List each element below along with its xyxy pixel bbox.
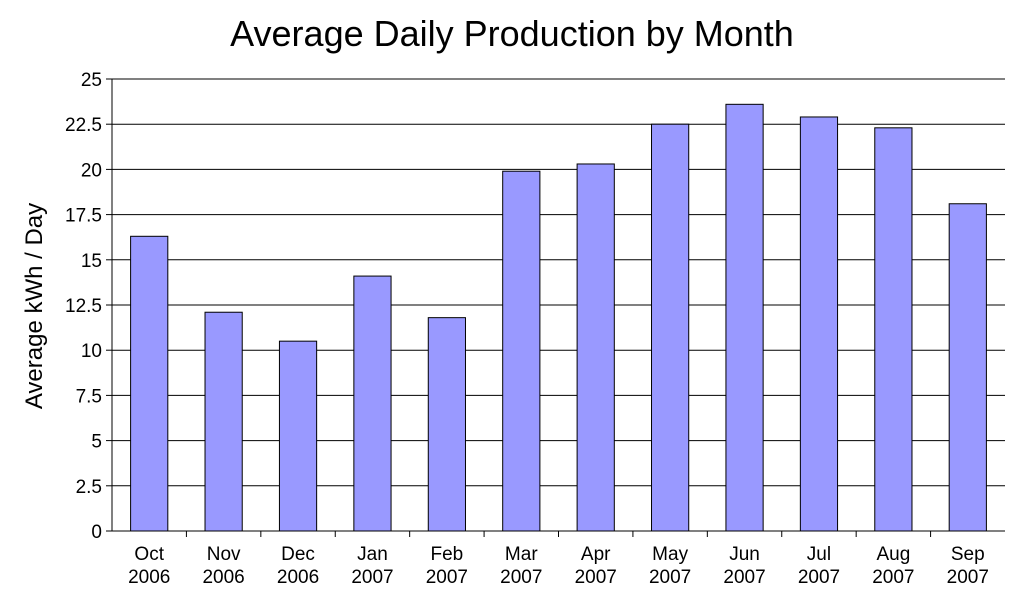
x-tick-label: 2007	[723, 567, 765, 588]
bar	[948, 203, 987, 532]
x-tick-label: 2007	[798, 567, 840, 588]
x-tick-label: 2007	[426, 567, 468, 588]
y-tick-label: 2.5	[76, 477, 102, 498]
x-tick-label: Jul	[807, 544, 831, 565]
x-tick-label: 2007	[947, 567, 989, 588]
x-tick-label: Jun	[729, 544, 760, 565]
bar	[353, 275, 392, 532]
x-tick-label: Oct	[134, 544, 164, 565]
x-tick-label: Feb	[431, 544, 464, 565]
x-tick-label: Jan	[357, 544, 388, 565]
x-tick-label: 2007	[649, 567, 691, 588]
x-tick-label: 2006	[277, 567, 319, 588]
x-tick-label: 2006	[128, 567, 170, 588]
bar	[725, 103, 764, 532]
x-tick-label: 2007	[575, 567, 617, 588]
bar	[651, 123, 690, 532]
chart-title: Average Daily Production by Month	[230, 13, 794, 54]
bar	[874, 127, 913, 532]
y-tick-label: 20	[81, 160, 102, 181]
x-tick-label: Apr	[581, 544, 611, 565]
y-tick-label: 15	[81, 251, 102, 272]
x-tick-label: Aug	[876, 544, 910, 565]
x-tick-label: Mar	[505, 544, 538, 565]
bar	[278, 340, 318, 532]
bar	[204, 311, 243, 532]
y-tick-label: 12.5	[65, 296, 102, 317]
bar	[130, 235, 169, 532]
x-tick-label: Dec	[281, 544, 315, 565]
y-axis-label: Average kWh / Day	[21, 203, 48, 409]
y-tick-label: 5	[91, 432, 102, 453]
bar	[799, 116, 839, 532]
y-tick-label: 0	[91, 522, 102, 543]
x-tick-label: Nov	[207, 544, 241, 565]
bar	[427, 317, 466, 532]
y-tick-label: 10	[81, 341, 102, 362]
x-tick-label: 2007	[351, 567, 393, 588]
bar	[502, 170, 541, 532]
x-tick-label: 2007	[872, 567, 914, 588]
x-tick-label: May	[652, 544, 688, 565]
y-tick-label: 25	[81, 70, 102, 91]
y-tick-label: 17.5	[65, 206, 102, 227]
x-tick-label: 2007	[500, 567, 542, 588]
y-tick-label: 7.5	[76, 386, 102, 407]
x-tick-label: Sep	[951, 544, 985, 565]
x-tick-label: 2006	[202, 567, 244, 588]
y-tick-label: 22.5	[65, 115, 102, 136]
bar	[576, 163, 615, 532]
plot-area: 02.557.51012.51517.52022.525Oct2006Nov20…	[65, 70, 1005, 588]
